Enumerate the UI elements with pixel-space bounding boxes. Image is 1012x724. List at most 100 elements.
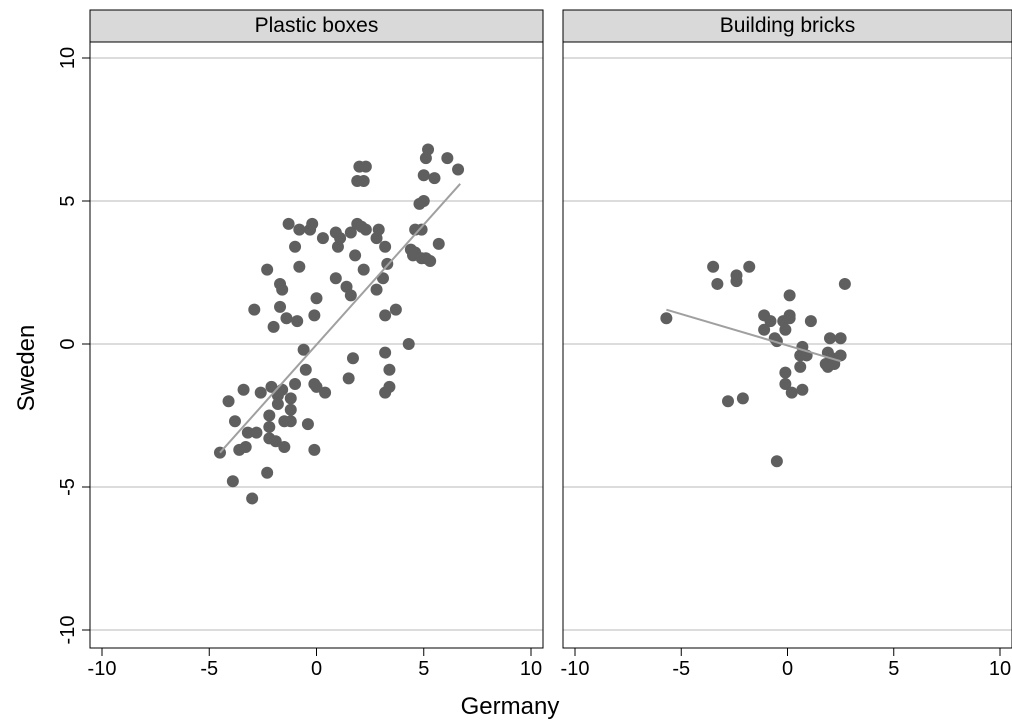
- panel-2: Building bricks -10 -5 0 5 10: [561, 9, 1012, 680]
- data-point: [284, 392, 297, 405]
- data-point: [261, 263, 274, 276]
- data-point: [222, 395, 235, 408]
- data-point: [804, 315, 817, 328]
- data-point: [280, 312, 293, 325]
- data-point: [276, 283, 289, 296]
- x-axis-title: Germany: [461, 693, 560, 720]
- data-point: [779, 378, 792, 391]
- data-point: [428, 172, 441, 185]
- panels: Plastic boxes -10 -5 0 5 10 -10 -5 0 5 10 Building …: [57, 9, 1012, 680]
- data-point: [334, 232, 347, 245]
- data-point: [783, 309, 796, 322]
- data-point: [306, 217, 319, 230]
- data-point: [707, 260, 720, 273]
- data-point: [250, 426, 263, 439]
- x-tick-label: -5: [200, 658, 218, 680]
- x-tick-label: 10: [989, 658, 1011, 680]
- data-point: [370, 283, 383, 296]
- y-tick-label: -10: [57, 616, 79, 645]
- data-point: [838, 277, 851, 290]
- data-point: [730, 269, 743, 282]
- data-point: [239, 440, 252, 453]
- data-point: [660, 312, 673, 325]
- data-point: [452, 163, 465, 176]
- data-point: [248, 303, 261, 316]
- data-point: [246, 492, 259, 505]
- x-tick-label: -10: [561, 658, 590, 680]
- data-point: [293, 260, 306, 273]
- data-point: [383, 380, 396, 393]
- x-tick-label: -10: [88, 658, 117, 680]
- data-point: [297, 343, 310, 356]
- data-point: [329, 272, 342, 285]
- data-point: [276, 383, 289, 396]
- data-point: [834, 349, 847, 362]
- data-point: [379, 240, 392, 253]
- data-point: [291, 315, 304, 328]
- data-point: [783, 289, 796, 302]
- fit-line: [666, 308, 841, 363]
- data-point: [794, 360, 807, 373]
- data-point: [308, 309, 321, 322]
- data-point: [346, 352, 359, 365]
- panel-title: Building bricks: [720, 14, 855, 37]
- data-point: [254, 386, 267, 399]
- data-point: [278, 440, 291, 453]
- data-point: [743, 260, 756, 273]
- data-point: [263, 409, 276, 422]
- data-point: [764, 315, 777, 328]
- data-point: [372, 223, 385, 236]
- y-tick-label: -5: [57, 478, 79, 496]
- x-tick-label: 5: [418, 658, 429, 680]
- data-point: [359, 223, 372, 236]
- data-point: [299, 363, 312, 376]
- data-point: [424, 255, 437, 268]
- data-point: [402, 338, 415, 350]
- data-point: [261, 466, 274, 479]
- data-point: [284, 415, 297, 428]
- x-tick-label: 0: [311, 658, 322, 680]
- data-point: [301, 418, 314, 431]
- data-point: [785, 386, 798, 399]
- data-point: [357, 263, 370, 276]
- data-point: [834, 332, 847, 345]
- y-tick-label: 5: [57, 195, 79, 206]
- panel-1: Plastic boxes -10 -5 0 5 10 -10 -5 0 5 10: [57, 9, 544, 680]
- data-point: [267, 320, 280, 333]
- data-point: [265, 380, 278, 393]
- data-point: [241, 426, 254, 439]
- data-point: [441, 152, 454, 165]
- data-point: [722, 395, 734, 408]
- data-point: [758, 323, 771, 336]
- y-tick-label: 10: [57, 47, 79, 69]
- data-point: [226, 475, 239, 488]
- data-point: [711, 277, 724, 290]
- data-point: [310, 380, 323, 393]
- data-point: [310, 292, 323, 305]
- data-point: [824, 332, 836, 345]
- data-point: [417, 169, 430, 182]
- x-tick-label: 5: [888, 658, 899, 680]
- data-point: [308, 443, 321, 456]
- data-point: [779, 323, 792, 336]
- data-point: [359, 160, 372, 173]
- data-point: [357, 174, 370, 187]
- data-point: [344, 226, 357, 239]
- data-point: [779, 366, 792, 379]
- data-point: [271, 398, 284, 411]
- data-point: [282, 217, 295, 230]
- data-point: [289, 378, 302, 391]
- data-point: [344, 289, 357, 302]
- fit-line: [219, 183, 461, 454]
- data-point: [796, 383, 809, 396]
- data-point: [415, 223, 428, 236]
- data-point: [379, 309, 392, 322]
- data-point: [228, 415, 241, 428]
- data-point: [383, 363, 396, 376]
- y-tick-label: 0: [57, 338, 79, 349]
- panel-title: Plastic boxes: [255, 14, 379, 37]
- x-tick-label: 0: [782, 658, 793, 680]
- panel-strip: [89, 9, 544, 43]
- data-point: [770, 455, 783, 468]
